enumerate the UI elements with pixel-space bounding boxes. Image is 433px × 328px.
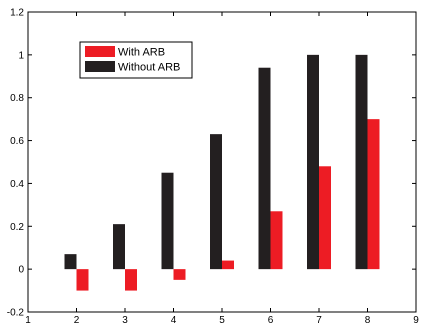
bar-with-arb-x8 xyxy=(367,119,380,270)
bar-without-arb-x7 xyxy=(307,54,319,270)
legend: With ARB Without ARB xyxy=(79,41,193,79)
x-tick-label: 4 xyxy=(171,315,177,326)
bar-with-arb-x4 xyxy=(173,269,186,280)
y-tick-label: 1.2 xyxy=(10,8,24,19)
y-tick-label: 0.8 xyxy=(10,93,24,104)
bar-with-arb-x6 xyxy=(270,211,283,270)
bar-without-arb-x3 xyxy=(113,224,125,270)
axes-layer: 1 2 3 4 5 6 7 8 9 -0.2 0 0.2 0.4 0.6 0.8 1 1.2 xyxy=(7,8,419,327)
legend-label-with-arb: With ARB xyxy=(118,47,165,59)
bar-without-arb-x5 xyxy=(210,134,222,270)
legend-label-without-arb: Without ARB xyxy=(118,62,180,74)
bar-without-arb-x2 xyxy=(64,254,77,270)
x-tick-label: 6 xyxy=(268,315,274,326)
y-tick-label: -0.2 xyxy=(7,308,25,319)
x-tick-label: 2 xyxy=(74,315,80,326)
bar-with-arb-x2 xyxy=(76,269,89,291)
x-tick-label: 3 xyxy=(122,315,128,326)
x-tick-label: 8 xyxy=(365,315,371,326)
y-tick-label: 1 xyxy=(18,50,24,61)
bar-without-arb-x4 xyxy=(161,172,174,270)
x-tick-label: 9 xyxy=(413,315,419,326)
bar-with-arb-x7 xyxy=(319,166,331,270)
bars-layer xyxy=(64,54,380,291)
x-tick-label: 7 xyxy=(316,315,322,326)
y-tick-label: 0.6 xyxy=(10,136,24,147)
bar-without-arb-x8 xyxy=(355,54,368,270)
bar-without-arb-x6 xyxy=(258,67,271,270)
x-tick-label: 5 xyxy=(219,315,225,326)
y-tick-label: 0 xyxy=(18,265,24,276)
y-tick-label: 0.2 xyxy=(10,222,24,233)
bar-with-arb-x3 xyxy=(125,269,137,291)
x-tick-label: 1 xyxy=(25,315,31,326)
y-tick-label: 0.4 xyxy=(10,179,24,190)
legend-swatch-without-arb xyxy=(85,61,115,72)
bar-with-arb-x5 xyxy=(222,260,234,270)
legend-swatch-with-arb xyxy=(85,46,115,57)
